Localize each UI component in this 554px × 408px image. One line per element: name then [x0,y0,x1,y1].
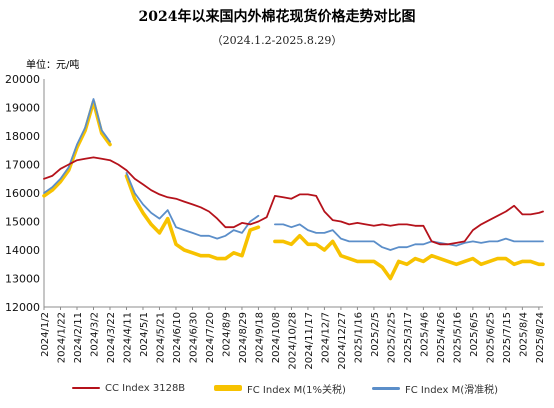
axes [43,79,543,308]
x-tick-label: 2024/11/17 [304,312,315,370]
x-tick-label: 2024/4/11 [122,312,133,363]
x-tick-label: 2024/6/10 [172,312,183,363]
x-tick-label: 2025/2/5 [370,312,381,357]
x-tick-label: 2025/8/24 [535,312,546,363]
chart-subtitle: （2024.1.2-2025.8.29） [211,34,343,47]
x-tick-label: 2024/2/11 [73,312,84,363]
series-line-fc-index-m-1 [124,174,261,261]
x-tick-label: 2024/7/20 [205,312,216,363]
x-tick-label: 2025/1/16 [353,312,364,363]
x-tick-label: 2025/6/5 [469,312,480,357]
x-tick-label: 2025/2/25 [386,312,397,363]
x-tick-label: 2025/8/4 [518,312,529,357]
y-tick-labels: 12000 13000 14000 15000 16000 17000 18000 19000… [5,73,40,314]
y-tick-label: 18000 [5,130,40,143]
x-tick-label: 2024/9/18 [254,312,265,363]
x-tick-label: 2024/8/9 [221,312,232,357]
legend-item-fc-index-sliding: FC Index M(滑准税) [372,380,498,396]
x-tick-label: 2024/10/8 [271,312,282,363]
x-tick-label: 2024/12/7 [320,312,331,363]
x-tick-label: 2024/5/1 [139,312,150,357]
series-line-fc-index-m-1 [42,100,112,198]
legend-swatch-fc-index-sliding [372,386,400,390]
legend-swatch-cc-index [72,387,100,389]
x-tick-label: 2024/6/30 [188,312,199,363]
x-tick-label: 2024/10/28 [287,312,298,370]
legend-label-fc-index-1pct: FC Index M(1%关税) [247,384,346,396]
legend-label-fc-index-sliding: FC Index M(滑准税) [405,384,499,396]
legend-item-cc-index: CC Index 3128B [72,380,185,396]
series-line-fc-index-m [273,223,544,251]
x-tick-label: 2024/1/22 [56,312,67,363]
x-tick-label: 2025/6/25 [485,312,496,363]
series-line-fc-index-m-1 [273,234,545,281]
y-tick-label: 14000 [5,244,40,257]
y-tick-label: 13000 [5,273,40,286]
legend-item-fc-index-1pct: FC Index M(1%关税) [214,380,346,396]
x-tick-label: 2025/4/26 [436,312,447,363]
x-tick-label: 2024/8/29 [238,312,249,363]
x-tick-label: 2024/12/27 [337,312,348,370]
legend-label-cc-index: CC Index 3128B [105,382,186,394]
series-line-cc-index-3128b [43,156,544,246]
series-lines [42,98,545,281]
x-tick-label: 2024/3/22 [106,312,117,363]
x-tick-label: 2024/3/2 [89,312,100,357]
y-tick-label: 16000 [5,187,40,200]
x-tick-label: 2024/5/21 [155,312,166,363]
y-tick-label: 17000 [5,159,40,172]
series-line-fc-index-m [125,172,260,240]
series-line-fc-index-m [43,98,111,194]
x-tick-label: 2025/3/17 [403,312,414,363]
x-tick-label: 2025/7/15 [502,312,513,363]
y-tick-label: 12000 [5,301,40,314]
y-tick-label: 19000 [5,102,40,115]
y-tick-label: 15000 [5,216,40,229]
x-tick-label: 2024/1/2 [40,312,51,357]
chart-title: 2024年以来国内外棉花现货价格走势对比图 [138,9,416,25]
x-tick-label: 2025/5/16 [452,312,463,363]
x-tick-labels: 2024/1/2 2024/1/22 2024/2/11 2024/3/2 2024/3… [40,307,546,370]
unit-label: 单位：元/吨 [26,60,80,71]
legend-swatch-fc-index-1pct [214,385,242,391]
x-tick-label: 2025/4/6 [419,312,430,357]
y-tick-label: 20000 [5,73,40,86]
